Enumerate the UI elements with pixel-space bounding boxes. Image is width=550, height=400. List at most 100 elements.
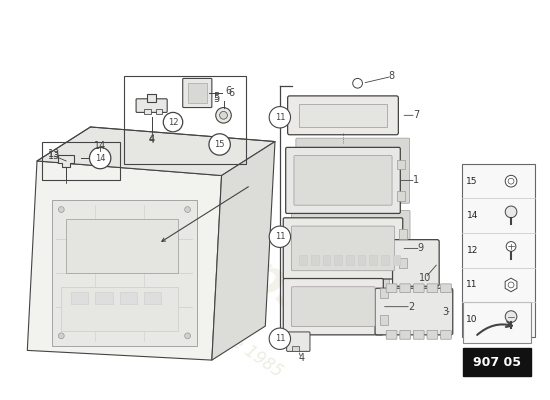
FancyBboxPatch shape (147, 94, 157, 102)
Polygon shape (52, 200, 197, 346)
FancyBboxPatch shape (346, 255, 354, 265)
FancyBboxPatch shape (397, 160, 405, 170)
FancyBboxPatch shape (414, 330, 424, 339)
FancyBboxPatch shape (292, 226, 394, 271)
Circle shape (505, 311, 517, 322)
FancyBboxPatch shape (358, 255, 365, 265)
Circle shape (269, 106, 290, 128)
Circle shape (505, 206, 517, 218)
FancyBboxPatch shape (299, 255, 307, 265)
FancyBboxPatch shape (441, 330, 452, 339)
Text: 10: 10 (420, 272, 432, 282)
FancyBboxPatch shape (299, 104, 387, 127)
FancyBboxPatch shape (71, 292, 89, 304)
Text: 10: 10 (466, 315, 478, 324)
Text: 13: 13 (48, 151, 60, 161)
Text: eurotops: eurotops (85, 142, 319, 326)
FancyBboxPatch shape (441, 284, 452, 292)
Circle shape (58, 333, 64, 339)
Circle shape (508, 282, 514, 288)
Text: 4: 4 (148, 134, 155, 144)
FancyBboxPatch shape (95, 292, 113, 304)
FancyBboxPatch shape (294, 156, 392, 205)
FancyBboxPatch shape (290, 272, 389, 328)
Circle shape (508, 178, 514, 184)
FancyBboxPatch shape (285, 147, 400, 214)
Text: 5: 5 (213, 92, 220, 102)
Circle shape (58, 207, 64, 212)
FancyBboxPatch shape (144, 110, 151, 114)
FancyBboxPatch shape (61, 287, 178, 331)
Text: 4: 4 (148, 135, 155, 145)
FancyBboxPatch shape (399, 229, 407, 239)
FancyBboxPatch shape (400, 330, 410, 339)
Text: a passion for parts since 1985: a passion for parts since 1985 (70, 222, 286, 381)
FancyBboxPatch shape (386, 284, 397, 292)
FancyBboxPatch shape (288, 96, 398, 135)
Text: 13: 13 (48, 149, 60, 159)
FancyBboxPatch shape (144, 292, 161, 304)
Polygon shape (37, 127, 275, 176)
FancyBboxPatch shape (296, 138, 410, 203)
Text: 8: 8 (388, 72, 395, 82)
Text: 6: 6 (228, 88, 234, 98)
FancyBboxPatch shape (287, 332, 310, 351)
Text: 11: 11 (274, 232, 285, 241)
FancyBboxPatch shape (283, 218, 403, 279)
FancyBboxPatch shape (66, 219, 178, 273)
Circle shape (219, 112, 227, 119)
Text: 2: 2 (408, 302, 414, 312)
FancyBboxPatch shape (183, 78, 212, 108)
Text: 11: 11 (274, 334, 285, 343)
FancyBboxPatch shape (188, 83, 207, 103)
Text: 5: 5 (213, 94, 220, 104)
Circle shape (185, 207, 190, 212)
FancyBboxPatch shape (136, 99, 167, 112)
Text: 1: 1 (413, 176, 419, 186)
FancyBboxPatch shape (464, 348, 531, 376)
Circle shape (185, 333, 190, 339)
FancyBboxPatch shape (334, 255, 342, 265)
Circle shape (90, 147, 111, 169)
FancyBboxPatch shape (427, 330, 438, 339)
Text: 3: 3 (442, 306, 448, 316)
FancyBboxPatch shape (399, 258, 407, 268)
Polygon shape (212, 142, 275, 360)
Circle shape (269, 328, 290, 350)
Text: 6: 6 (226, 86, 232, 96)
FancyBboxPatch shape (381, 255, 389, 265)
Circle shape (163, 112, 183, 132)
FancyBboxPatch shape (380, 288, 388, 298)
Circle shape (505, 175, 517, 187)
FancyBboxPatch shape (380, 315, 388, 325)
Text: 15: 15 (466, 177, 478, 186)
FancyBboxPatch shape (427, 284, 438, 292)
Polygon shape (505, 278, 517, 292)
FancyBboxPatch shape (463, 164, 535, 337)
Text: 907 05: 907 05 (474, 356, 521, 368)
Text: 4: 4 (298, 353, 304, 363)
FancyBboxPatch shape (292, 210, 410, 271)
FancyBboxPatch shape (119, 292, 137, 304)
Text: 14: 14 (466, 211, 478, 220)
Text: 7: 7 (412, 110, 419, 120)
FancyBboxPatch shape (292, 287, 375, 326)
Text: 12: 12 (466, 246, 478, 255)
Text: 11: 11 (274, 113, 285, 122)
FancyBboxPatch shape (393, 240, 439, 286)
Text: 12: 12 (168, 118, 178, 127)
Text: 14: 14 (94, 142, 106, 152)
Circle shape (353, 78, 362, 88)
FancyBboxPatch shape (323, 255, 331, 265)
FancyBboxPatch shape (400, 284, 410, 292)
FancyBboxPatch shape (292, 346, 299, 351)
FancyBboxPatch shape (283, 278, 383, 335)
FancyBboxPatch shape (464, 302, 531, 343)
Circle shape (269, 226, 290, 248)
Polygon shape (28, 161, 222, 360)
FancyBboxPatch shape (375, 288, 453, 335)
Text: 14: 14 (95, 154, 106, 162)
Circle shape (209, 134, 230, 155)
FancyBboxPatch shape (393, 255, 400, 265)
FancyBboxPatch shape (414, 284, 424, 292)
